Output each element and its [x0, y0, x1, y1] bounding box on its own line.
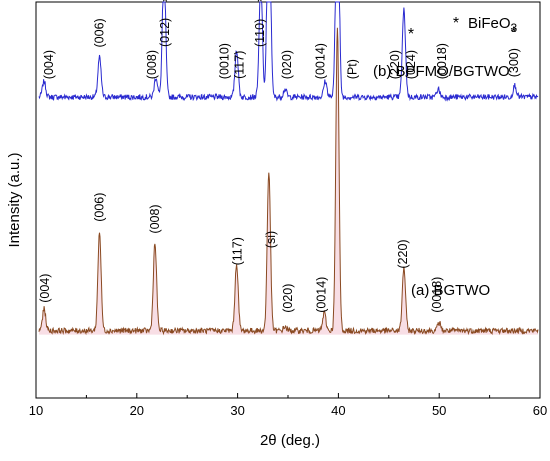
series-label-b: (b) BPFMO/BGTWO — [373, 63, 510, 80]
peak-label: (110) — [253, 19, 267, 47]
peak-labels: (004)(006)(008)(012)*(0010) (117)(110)*(0… — [38, 0, 521, 313]
x-axis: 10 20 30 40 50 60 — [29, 393, 547, 418]
x-axis-label: 2θ (deg.) — [260, 432, 320, 449]
peak-label: (012) — [158, 18, 172, 47]
legend-text: BiFeO3 — [468, 15, 518, 35]
peak-label: (024) — [404, 50, 418, 79]
peak-label: (300) — [507, 48, 521, 77]
bifeo3-star: * — [511, 24, 517, 41]
peak-label: (117) — [231, 237, 245, 265]
peak-label: (020) — [280, 50, 294, 79]
bifeo3-star: * — [162, 0, 168, 11]
peak-label: (0010) — [218, 43, 232, 79]
peak-label: (0014) — [313, 43, 327, 79]
bifeo3-star: * — [408, 26, 414, 43]
peak-label: (0014) — [314, 277, 328, 313]
peak-label: (008) — [148, 204, 162, 233]
series-a-line — [38, 27, 539, 336]
peak-label: (008) — [145, 50, 159, 79]
peak-label: (020) — [281, 284, 295, 313]
peak-label: (004) — [42, 50, 56, 79]
peak-label: (117) — [233, 51, 247, 79]
x-tick-label: 50 — [432, 403, 446, 418]
peak-label: (0018) — [430, 277, 444, 313]
y-axis-label: Intensity (a.u.) — [6, 152, 23, 247]
peak-label: (220) — [396, 239, 410, 268]
x-tick-label: 20 — [130, 403, 144, 418]
peak-label: (0018) — [435, 43, 449, 79]
peak-label: (si) — [264, 231, 278, 248]
legend-subscript: 3 — [511, 21, 518, 35]
peak-label: (Pt) — [346, 59, 360, 79]
peak-label: (006) — [93, 193, 107, 222]
legend-main: BiFeO — [468, 15, 511, 32]
peak-label: (220) — [388, 50, 402, 79]
x-tick-label: 60 — [533, 403, 547, 418]
series-b-line — [38, 1, 539, 102]
x-tick-label: 40 — [331, 403, 345, 418]
series-layer — [38, 1, 539, 336]
legend-star-marker: * — [453, 15, 459, 32]
bifeo3-star: * — [257, 0, 263, 11]
peak-label: (004) — [38, 274, 52, 303]
legend: * BiFeO3 — [453, 15, 518, 35]
x-tick-label: 10 — [29, 403, 43, 418]
peak-label: (006) — [93, 18, 107, 47]
x-tick-label: 30 — [230, 403, 244, 418]
series-label-a: (a) BGTWO — [411, 282, 490, 299]
